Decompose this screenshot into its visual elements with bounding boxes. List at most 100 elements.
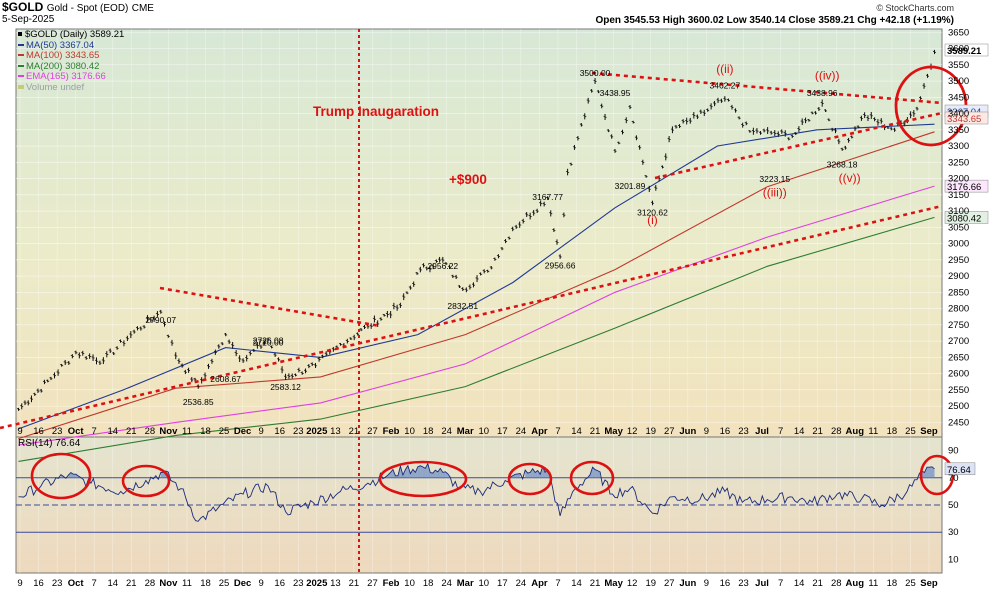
chart-symbol: $GOLD Gold - Spot (EOD) CME [2,0,154,14]
rsi-tick-label: 30 [948,527,959,538]
price-data-label: 3223.15 [759,174,790,184]
y-tick-label: 3250 [948,157,969,168]
rsi-overbought-fill [422,466,426,478]
x-tick-label: 2025 [306,426,328,437]
price-data-label: 2956.66 [545,261,576,271]
triangle-upper-line [591,71,943,105]
price-data-label: 2583.12 [270,382,301,392]
price-data-label: 2956.22 [427,261,458,271]
long-term-trendline [0,204,943,430]
x-tick-label: 7 [92,578,97,589]
x-tick-label: 10 [404,426,415,437]
x-tick-label: 24 [441,578,452,589]
x-tick-label: 7 [92,426,97,437]
last-value-text: 3589.21 [947,46,982,57]
annotation-inauguration: Trump Inaugaration [313,104,439,119]
x-tick-label: 16 [274,578,285,589]
y-tick-label: 3400 [948,109,969,120]
legend: $GOLD (Daily) 3589.21 MA(50) 3367.04 MA(… [18,29,124,93]
x-tick-label: 12 [627,426,638,437]
rsi-overbought-circle [30,452,92,500]
rsi-overbought-fill [922,471,925,478]
y-tick-label: 3150 [948,190,969,201]
x-tick-label: Jul [755,426,769,437]
y-tick-label: 3500 [948,76,969,87]
rsi-overbought-fill [517,473,521,478]
last-value-text: 3343.65 [947,114,981,125]
x-tick-label: Nov [159,426,178,437]
x-tick-label: 27 [367,578,378,589]
y-tick-label: 2900 [948,271,969,282]
x-tick-label: 16 [33,578,44,589]
elliott-wave-label: ((iii)) [763,185,787,199]
x-tick-label: Feb [383,578,400,589]
rsi-overbought-fill [73,474,76,478]
rsi-overbought-circle [507,462,553,496]
x-tick-label: Sep [920,426,938,437]
x-tick-label: 10 [478,578,489,589]
annotation-gain: +$900 [449,172,487,187]
rsi-overbought-fill [592,467,596,478]
x-tick-label: 24 [516,578,527,589]
y-tick-label: 3450 [948,92,969,103]
rsi-overbought-fill [597,470,601,478]
rsi-overbought-fill [437,468,441,478]
x-tick-label: Mar [457,426,474,437]
rsi-overbought-fill [927,467,930,478]
x-tick-label: 18 [200,578,211,589]
rsi-label: RSI(14) 76.64 [18,438,81,449]
y-tick-label: 2800 [948,304,969,315]
series-line [18,216,935,462]
x-tick-label: 11 [868,578,878,589]
rsi-tick-label: 50 [948,500,959,511]
downtrend-line-2024 [159,286,381,328]
x-tick-label: 23 [293,578,304,589]
rsi-overbought-fill [387,472,391,478]
x-tick-label: 24 [516,426,527,437]
x-tick-label: 21 [349,426,360,437]
rsi-tick-label: 70 [948,473,959,484]
rsi-last-value: 76.64 [947,465,971,476]
x-tick-label: 9 [704,426,709,437]
x-tick-label: 23 [738,426,749,437]
x-tick-label: 18 [887,578,898,589]
x-tick-label: 14 [107,426,118,437]
brand-label: © StockCharts.com [876,3,954,13]
rsi-tick-label: 90 [948,446,959,457]
elliott-wave-label: ((v)) [839,171,861,185]
x-tick-label: 7 [778,578,783,589]
price-data-label: 3120.62 [637,207,668,217]
y-tick-label: 2750 [948,320,969,331]
rsi-overbought-fill [595,469,598,478]
y-tick-label: 2600 [948,369,969,380]
x-tick-label: Dec [234,426,251,437]
last-value-tag [944,211,989,224]
series-line [18,185,935,446]
x-tick-label: 28 [831,578,842,589]
x-tick-label: 21 [590,578,601,589]
x-tick-label: 24 [441,426,452,437]
y-tick-label: 2550 [948,385,969,396]
rsi-overbought-circle [121,464,171,498]
x-tick-label: 21 [126,578,137,589]
x-tick-label: 14 [571,578,582,589]
x-tick-label: 23 [52,426,63,437]
x-tick-label: 17 [497,578,508,589]
x-tick-label: 25 [905,426,916,437]
x-tick-label: 21 [126,426,137,437]
x-tick-label: Nov [159,578,178,589]
price-data-label: 3201.89 [615,181,646,191]
x-tick-label: 7 [555,426,560,437]
x-tick-label: 28 [145,426,156,437]
x-tick-label: 11 [868,426,878,437]
x-tick-label: 13 [330,578,341,589]
x-tick-label: 27 [664,578,675,589]
rsi-overbought-fill [430,472,433,478]
x-tick-label: 16 [274,426,285,437]
x-tick-label: 23 [738,578,749,589]
price-data-label: 2608.67 [210,374,241,384]
price-data-label: 3438.96 [807,88,838,98]
x-tick-label: 9 [17,426,22,437]
x-tick-label: Jun [679,578,696,589]
